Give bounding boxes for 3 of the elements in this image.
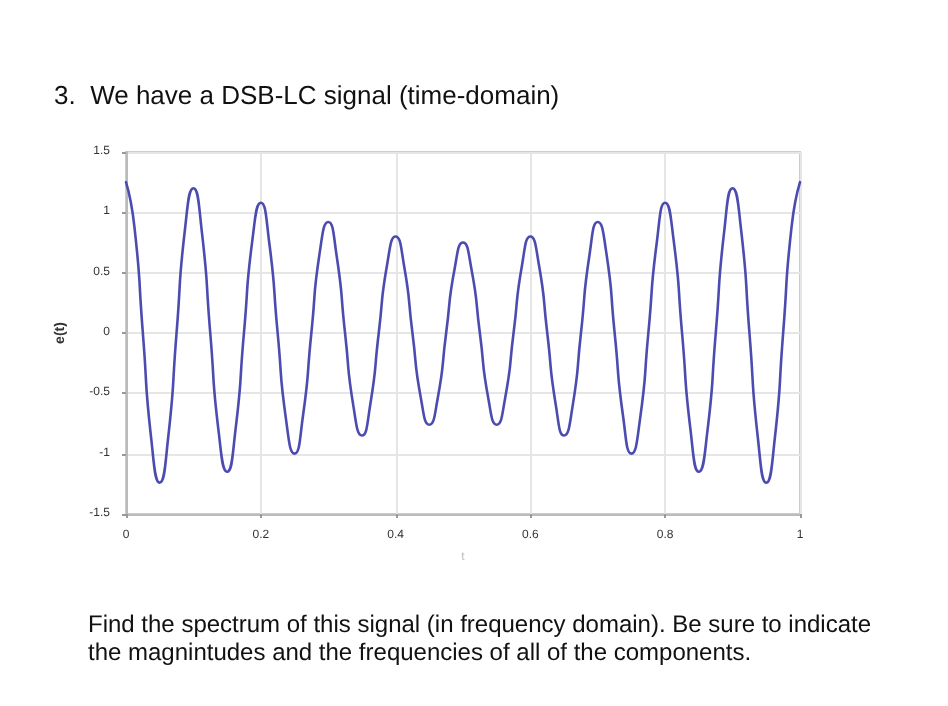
line-series bbox=[124, 180, 802, 484]
chart-title: 3. We have a DSB-LC signal (time-domain) bbox=[54, 80, 560, 110]
text: Find the spectrum of this signal (in frequency domain). Be sure to indicate the magnintudes and the frequencies of all of the components. bbox=[88, 610, 874, 666]
